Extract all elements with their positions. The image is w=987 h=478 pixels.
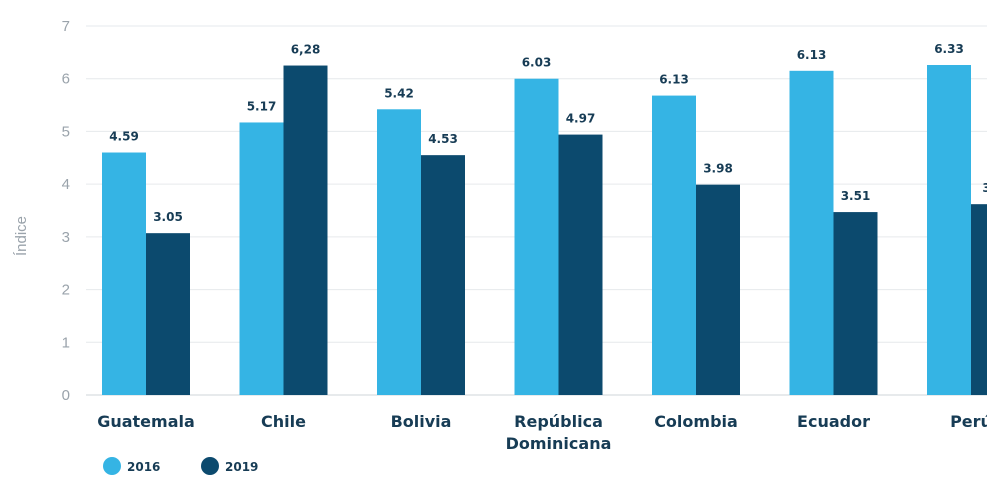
data-label-2016-4: 6.13 (659, 73, 689, 87)
bar-2019-1 (283, 65, 328, 396)
bar-2016-6 (927, 65, 971, 395)
data-label-2016-1: 5.17 (247, 99, 277, 113)
x-category-label: Bolivia (391, 412, 452, 431)
y-tick-label: 5 (62, 123, 70, 140)
x-category-label: Colombia (654, 412, 738, 431)
y-tick-label: 6 (62, 71, 70, 88)
data-label-2016-2: 5.42 (384, 86, 414, 100)
y-axis-ticks: 0 1 2 3 4 5 6 7 (62, 18, 70, 404)
bar-2019-5 (833, 212, 878, 395)
x-axis-categories: Guatemala Chile Bolivia República Dominicana… (97, 412, 987, 453)
data-label-2019-0: 3.05 (153, 210, 183, 224)
x-category-label: República (514, 412, 603, 431)
legend-label-2019: 2019 (225, 460, 258, 474)
bar-2016-1 (239, 122, 284, 396)
bar-2016-5 (789, 70, 834, 396)
legend-label-2016: 2016 (127, 460, 160, 474)
bar-2019-2 (421, 155, 465, 395)
data-label-2016-0: 4.59 (109, 130, 139, 144)
y-tick-label: 2 (62, 282, 70, 299)
bar-2019-3 (558, 134, 603, 395)
x-category-label: Dominicana (506, 434, 612, 453)
bar-2016-3 (514, 78, 559, 395)
y-tick-label: 1 (62, 334, 70, 351)
bar-2019-4 (696, 184, 740, 395)
data-label-2019-2: 4.53 (428, 132, 458, 146)
legend: 2016 2019 (103, 457, 258, 475)
bar-2019-0 (146, 233, 190, 395)
x-category-label: Perú (950, 412, 987, 431)
bar-2019-6 (971, 204, 987, 395)
y-tick-label: 0 (62, 387, 70, 404)
y-tick-label: 3 (62, 229, 70, 246)
data-label-2019-4: 3.98 (703, 162, 733, 176)
bar-2016-4 (652, 95, 696, 395)
data-label-2019-6: 3.6 (982, 181, 987, 195)
bar-2016-2 (377, 109, 421, 395)
y-tick-label: 7 (62, 18, 70, 35)
bars (102, 65, 987, 396)
data-label-2016-6: 6.33 (934, 42, 964, 56)
data-label-2019-1: 6,28 (291, 43, 321, 57)
data-label-2019-3: 4.97 (566, 112, 596, 126)
bar-2016-0 (102, 152, 146, 395)
data-labels: 4.59 3.05 5.17 6,28 5.42 4.53 6.03 4.97 6.13 3.98… (109, 42, 987, 224)
x-category-label: Ecuador (797, 412, 870, 431)
x-category-label: Guatemala (97, 412, 195, 431)
data-label-2016-3: 6.03 (522, 56, 552, 70)
y-axis-label: Índice (13, 216, 30, 256)
y-tick-label: 4 (62, 176, 70, 193)
x-category-label: Chile (261, 412, 306, 431)
data-label-2016-5: 6.13 (797, 48, 827, 62)
legend-swatch-2016 (103, 457, 121, 475)
data-label-2019-5: 3.51 (841, 189, 871, 203)
legend-swatch-2019 (201, 457, 219, 475)
